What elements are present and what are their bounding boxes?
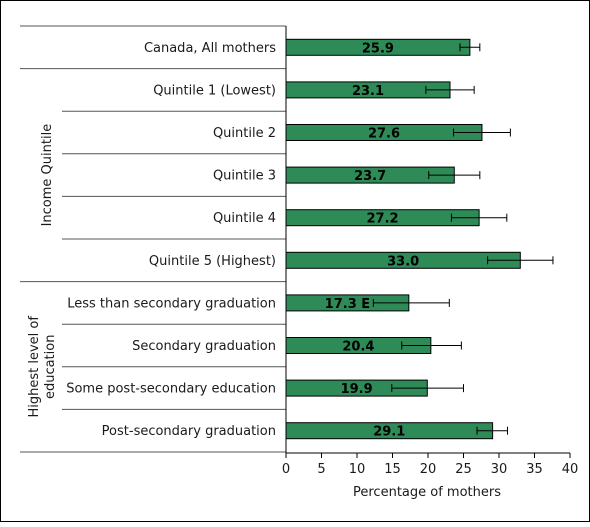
category-label: Quintile 3 [213,169,276,184]
category-label: Post-secondary graduation [102,424,276,439]
category-label: Quintile 2 [213,126,276,141]
x-tick-label: 20 [420,462,437,477]
bar-value-label: 23.1 [352,84,384,99]
bar-value-label: 33.0 [387,254,419,269]
x-tick-label: 40 [562,462,579,477]
x-tick-label: 35 [526,462,543,477]
bar-value-label: 17.3 E [325,297,370,312]
bar-value-label: 25.9 [362,41,394,56]
group-label: Highest level ofeducation [27,316,58,418]
x-tick-label: 30 [491,462,508,477]
category-label: Some post-secondary education [66,382,276,397]
category-label: Secondary graduation [132,339,276,354]
x-axis-title: Percentage of mothers [353,485,501,500]
x-tick-label: 15 [384,462,401,477]
x-tick-label: 10 [349,462,366,477]
group-label-line: Highest level of [27,316,42,418]
bar-value-label: 29.1 [373,425,405,440]
bar-value-label: 27.2 [367,212,399,227]
group-label-line: Income Quintile [40,124,55,227]
x-tick-label: 0 [282,462,290,477]
group-label-line: education [43,335,58,400]
category-label: Quintile 4 [213,211,276,226]
category-label: Less than secondary graduation [67,296,276,311]
category-label: Canada, All mothers [144,41,276,56]
x-tick-label: 25 [455,462,472,477]
x-tick-label: 5 [317,462,325,477]
group-label: Income Quintile [40,124,55,227]
bar-value-label: 23.7 [354,169,386,184]
category-label: Quintile 1 (Lowest) [153,83,276,98]
bar-value-label: 20.4 [342,340,374,355]
bar-value-label: 27.6 [368,127,400,142]
bar-value-label: 19.9 [341,382,373,397]
category-label: Quintile 5 (Highest) [149,254,276,269]
